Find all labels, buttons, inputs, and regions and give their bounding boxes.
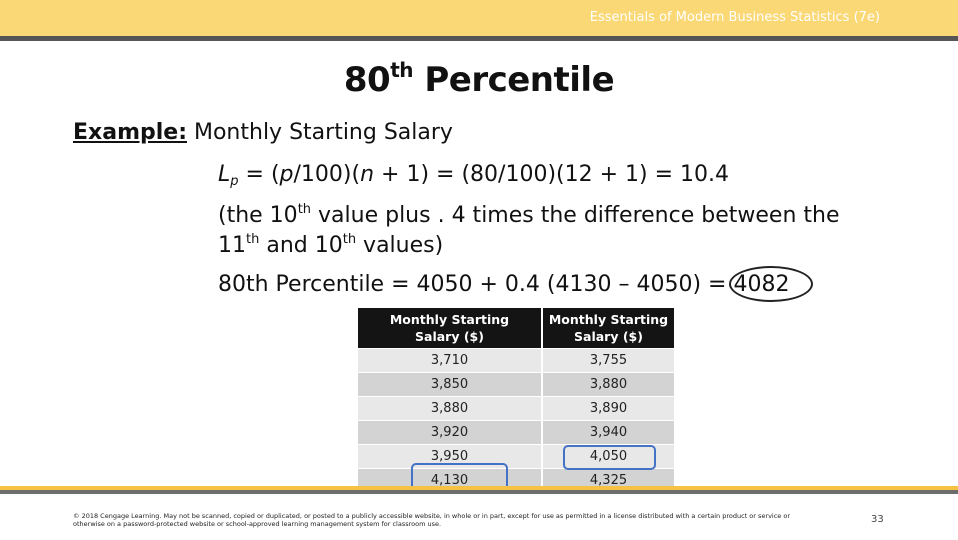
table-row: 3,710 3,755 bbox=[358, 348, 674, 373]
table-row: 3,850 3,880 bbox=[358, 372, 674, 397]
result-circle bbox=[729, 266, 813, 302]
header-band bbox=[0, 0, 958, 36]
table-cell: 3,850 bbox=[358, 372, 543, 397]
table-row: 3,880 3,890 bbox=[358, 396, 674, 421]
example-line: Example: Monthly Starting Salary bbox=[73, 122, 453, 144]
page-number: 33 bbox=[871, 514, 884, 525]
slide-title: 80th Percentile bbox=[343, 58, 615, 100]
table-cell: 3,940 bbox=[542, 420, 674, 445]
footer-band bbox=[0, 486, 958, 490]
table-header-row: Monthly Starting Salary ($) Monthly Start… bbox=[358, 308, 674, 349]
column-header: Monthly Starting Salary ($) bbox=[542, 308, 674, 349]
table-cell: 3,950 bbox=[358, 444, 543, 469]
table-cell: 3,920 bbox=[358, 420, 543, 445]
column-header: Monthly Starting Salary ($) bbox=[358, 308, 543, 349]
example-label: Example: bbox=[73, 120, 187, 145]
copyright-notice: © 2018 Cengage Learning. May not be scan… bbox=[73, 512, 791, 528]
table-cell: 3,880 bbox=[542, 372, 674, 397]
note-line: (the 10th value plus . 4 times the diffe… bbox=[218, 202, 840, 228]
table-cell: 3,880 bbox=[358, 396, 543, 421]
table-cell: 3,755 bbox=[542, 348, 674, 373]
highlight-box-4050 bbox=[563, 445, 656, 470]
table-cell: 3,710 bbox=[358, 348, 543, 373]
formula-line: Lp = (p/100)(n + 1) = (80/100)(12 + 1) =… bbox=[218, 162, 730, 189]
salary-table: Monthly Starting Salary ($) Monthly Start… bbox=[358, 308, 674, 492]
note-line: 11th and 10th values) bbox=[218, 232, 444, 258]
header-divider bbox=[0, 36, 958, 41]
example-text: Monthly Starting Salary bbox=[187, 120, 453, 145]
table-cell: 3,890 bbox=[542, 396, 674, 421]
result-line: 80th Percentile = 4050 + 0.4 (4130 – 405… bbox=[218, 272, 790, 297]
footer-divider bbox=[0, 490, 958, 494]
table-row: 3,920 3,940 bbox=[358, 420, 674, 445]
book-title: Essentials of Modern Business Statistics… bbox=[589, 10, 880, 25]
